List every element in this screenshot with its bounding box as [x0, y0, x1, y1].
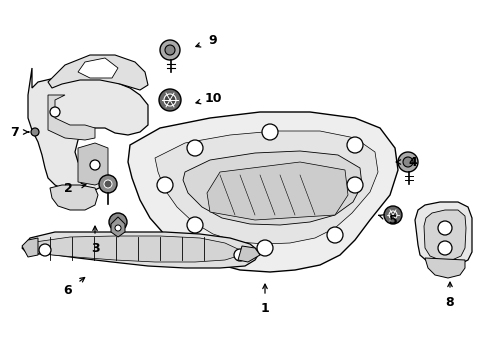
Text: 4: 4	[409, 156, 417, 168]
Polygon shape	[28, 68, 148, 192]
Text: 9: 9	[209, 33, 217, 46]
Polygon shape	[415, 202, 472, 266]
Circle shape	[240, 185, 256, 201]
Polygon shape	[128, 112, 398, 272]
Circle shape	[164, 94, 176, 106]
Circle shape	[292, 182, 308, 198]
Polygon shape	[183, 151, 362, 225]
Circle shape	[234, 249, 246, 261]
Polygon shape	[22, 232, 260, 268]
Circle shape	[262, 124, 278, 140]
Circle shape	[109, 213, 127, 231]
Text: 2: 2	[64, 181, 73, 194]
Circle shape	[347, 177, 363, 193]
Polygon shape	[78, 58, 118, 78]
Circle shape	[389, 211, 397, 219]
Text: 10: 10	[204, 91, 222, 104]
Circle shape	[160, 40, 180, 60]
Polygon shape	[28, 236, 240, 262]
Circle shape	[39, 244, 51, 256]
Polygon shape	[111, 217, 125, 237]
Circle shape	[99, 175, 117, 193]
Text: 1: 1	[261, 302, 270, 315]
Circle shape	[50, 107, 60, 117]
Circle shape	[104, 180, 112, 188]
Polygon shape	[50, 185, 98, 210]
Text: 7: 7	[10, 126, 19, 139]
Polygon shape	[425, 258, 465, 278]
Circle shape	[398, 152, 418, 172]
Circle shape	[257, 240, 273, 256]
Circle shape	[157, 177, 173, 193]
Circle shape	[165, 45, 175, 55]
Circle shape	[187, 217, 203, 233]
Circle shape	[31, 128, 39, 136]
Circle shape	[403, 157, 413, 167]
Circle shape	[438, 241, 452, 255]
Text: 5: 5	[389, 213, 397, 226]
Text: 3: 3	[91, 242, 99, 255]
Circle shape	[347, 137, 363, 153]
Polygon shape	[48, 95, 95, 140]
Circle shape	[327, 227, 343, 243]
Circle shape	[159, 89, 181, 111]
Polygon shape	[207, 162, 348, 220]
Polygon shape	[424, 210, 466, 260]
Circle shape	[115, 225, 121, 231]
Polygon shape	[238, 246, 260, 262]
Polygon shape	[155, 131, 378, 244]
Circle shape	[438, 221, 452, 235]
Polygon shape	[22, 238, 38, 257]
Circle shape	[90, 160, 100, 170]
Polygon shape	[78, 143, 108, 185]
Circle shape	[384, 206, 402, 224]
Circle shape	[187, 140, 203, 156]
Text: 8: 8	[446, 296, 454, 309]
Text: 6: 6	[64, 284, 73, 297]
Polygon shape	[48, 55, 148, 90]
